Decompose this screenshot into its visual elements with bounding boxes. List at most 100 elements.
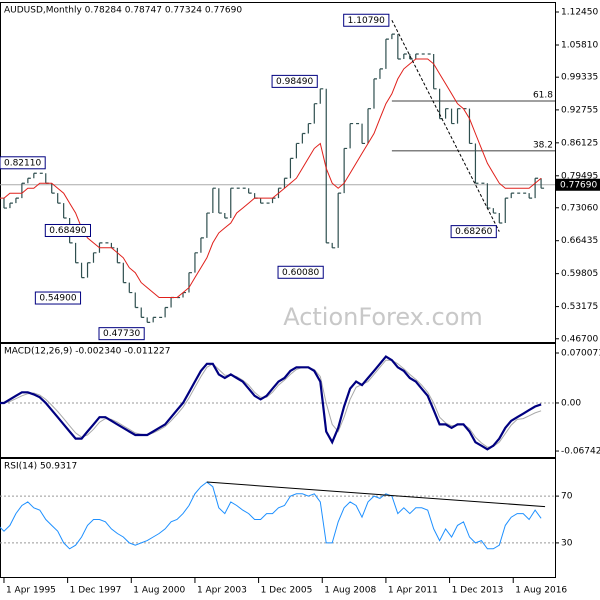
price-bar [313,103,318,124]
annotation-label: 0.54900 [39,294,76,304]
trendline [391,20,500,232]
y-tick-label: 0.070071 [561,349,600,359]
price-bar [361,123,366,145]
annotation-box [98,327,145,341]
price-bar [200,237,204,253]
y-tick-label: 0.66435 [561,236,598,246]
fib-label: 38.2 [533,140,553,150]
price-bar [63,203,67,219]
y-tick-label: 0.00 [561,398,581,408]
price-bar [140,307,145,319]
annotation-label: 0.98490 [276,77,313,87]
price-bar [21,182,25,199]
series-line [0,355,542,451]
price-bar [80,262,85,279]
annotation-box [271,74,318,88]
y-tick-label: 70 [561,492,573,502]
price-bar [528,193,533,199]
price-bar [433,54,437,90]
price-bar [218,188,222,214]
price-bar [3,198,7,209]
annotation-label: 0.68490 [49,226,86,236]
price-bar [134,292,139,309]
annotation-label: 0.82110 [4,158,41,168]
price-bar [385,38,389,69]
price-bar [379,68,383,79]
price-bar [116,247,121,264]
price-bar [498,213,503,224]
panel-title: AUDUSD,Monthly 0.78284 0.78747 0.77324 0… [4,6,242,16]
series-line [0,58,542,298]
price-bar [152,316,157,323]
price-bar [450,108,455,125]
price-bar [248,188,252,194]
y-tick-label: 1.12450 [561,8,598,18]
panel-frame [0,2,556,343]
annotation-box [343,13,390,27]
price-bar [295,142,300,159]
y-tick-label: -0.067423 [561,447,600,457]
price-bar [9,202,13,209]
trendline [206,481,546,508]
price-bar [456,108,461,124]
price-bar [319,88,324,104]
price-bar [444,108,449,119]
y-tick-label: 0.79495 [561,171,598,181]
annotation-box [450,225,497,239]
panel-frame [0,343,556,458]
price-bar [74,242,79,264]
title-bg [2,4,260,15]
panel-frame [0,458,556,578]
annotation-box [0,156,46,170]
annotation-label: 0.47730 [103,329,140,339]
y-tick-label: 0.53175 [561,302,598,312]
title-bg [2,345,185,356]
price-bar [403,53,407,59]
series-line [0,359,542,448]
current-price-box [556,178,600,191]
series-line [0,481,542,550]
y-tick-label: 0.73060 [561,203,598,213]
price-bar [92,252,97,263]
price-bar [128,282,133,294]
price-bar [27,177,31,184]
price-bar [230,187,234,219]
price-bar [349,122,354,149]
price-bar [57,193,61,204]
price-bar [307,122,312,134]
price-bar [474,143,479,184]
price-bar [331,242,336,249]
price-bar [343,147,348,194]
y-tick-label: 0.92755 [561,105,598,115]
price-bar [212,187,216,214]
price-bar [33,172,37,179]
price-bar [337,192,342,248]
price-bar [122,262,127,284]
x-tick-label: 1 Dec 2005 [261,586,313,596]
x-tick-label: 1 Dec 2013 [452,586,504,596]
price-bar [51,183,55,194]
y-tick-label: 1.05810 [561,41,598,51]
price-bar [259,198,264,204]
fib-label: 61.8 [533,91,553,101]
price-bar [510,192,515,199]
price-bar [206,212,210,238]
price-bar [492,208,497,214]
price-bar [504,197,509,223]
price-bar [194,252,198,273]
watermark: ActionForex.com [283,303,483,331]
x-tick-label: 1 Apr 1995 [6,586,56,596]
x-tick-label: 1 Dec 1997 [70,586,122,596]
panel-title: RSI(14) 50.9317 [4,462,77,472]
price-bar [325,88,330,244]
x-tick-label: 1 Aug 2016 [515,586,567,596]
price-bar [367,108,372,144]
price-bar [540,178,545,189]
price-bar [397,34,401,60]
price-bar [534,177,539,199]
price-bar [86,262,91,278]
price-bar [15,197,19,204]
price-bar [188,272,192,293]
